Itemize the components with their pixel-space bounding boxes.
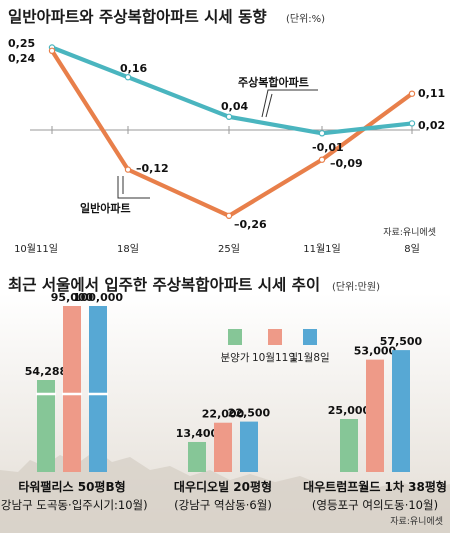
line-chart-source: 자료:유니에셋	[383, 227, 436, 238]
group-name-label: 대우디오빌 20평형	[174, 479, 272, 494]
data-point	[318, 156, 326, 163]
x-tick-label: 11월1일	[303, 243, 341, 255]
bar-value-label: 22,500	[228, 407, 271, 420]
series-name-label: 주상복합아파트	[238, 75, 309, 89]
bar	[188, 441, 206, 472]
data-label: 0,24	[8, 52, 35, 65]
legend-label: 10월11일	[252, 351, 298, 364]
x-tick-label: 18일	[117, 243, 139, 255]
bar-value-label: 100,000	[73, 291, 123, 304]
legend-label: 11월8일	[290, 351, 329, 364]
data-label: –0,12	[136, 162, 169, 175]
data-label: 0,25	[8, 37, 35, 50]
data-point	[408, 120, 416, 127]
data-label: 0,16	[120, 62, 147, 75]
bar-value-label: 95,000	[51, 291, 94, 304]
legend-swatch	[228, 329, 242, 345]
data-point	[318, 130, 326, 137]
line-chart-unit: (단위:%)	[286, 12, 325, 25]
bar	[89, 306, 107, 472]
bar-value-label: 13,400	[176, 427, 219, 440]
legend-label: 분양가	[221, 352, 250, 364]
bar-chart-title: 최근 서울에서 입주한 주상복합아파트 시세 추이	[8, 275, 320, 294]
x-tick-label: 8일	[404, 243, 420, 255]
city-skyline-decoration	[0, 450, 450, 533]
bar	[63, 306, 81, 472]
data-point	[225, 212, 233, 219]
line-chart: 10월11일 18일 25일 11월1일 8일 0,25 0,16 0,04 -0,01 0,02…	[8, 37, 445, 255]
data-label: 0,02	[418, 119, 445, 132]
data-label: 0,11	[418, 87, 445, 100]
group-name-label: 타워팰리스 50평B형	[18, 479, 125, 494]
data-label: –0,09	[330, 157, 363, 170]
bar-value-label: 57,500	[380, 335, 423, 348]
bar-value-label: 22,000	[202, 408, 245, 421]
line-chart-title: 일반아파트와 주상복합아파트 시세 동향	[8, 7, 267, 26]
bar-chart-unit: (단위:만원)	[332, 280, 380, 293]
group-sub-label: (강남구 역삼동·6월)	[174, 498, 272, 512]
bar	[240, 421, 258, 472]
data-point	[124, 73, 132, 81]
data-point	[124, 166, 132, 173]
bar-value-label: 54,288	[25, 365, 67, 378]
legend-swatch	[268, 329, 282, 345]
x-tick-label: 10월11일	[14, 243, 58, 255]
data-label: -0,01	[312, 141, 344, 154]
bar-value-label: 25,000	[328, 404, 371, 417]
callout-line	[265, 93, 273, 118]
data-point	[48, 47, 56, 55]
group-sub-label: (강남구 도곡동·입주시기:10월)	[0, 498, 148, 512]
bar-value-label: 53,000	[354, 345, 397, 358]
legend-swatch	[303, 329, 317, 345]
callout-line	[261, 89, 318, 118]
x-tick-label: 25일	[218, 243, 240, 255]
bar	[366, 359, 384, 472]
series-name-label: 일반아파트	[80, 201, 131, 215]
callout-line	[117, 176, 150, 199]
bar	[214, 422, 232, 472]
data-point	[408, 90, 416, 97]
bar	[392, 350, 410, 472]
group-sub-label: (영등포구 여의도동·10월)	[312, 498, 438, 512]
group-name-label: 대우트럼프월드 1차 38평형	[303, 479, 447, 494]
data-point	[225, 113, 233, 121]
bar	[340, 419, 358, 472]
bar-chart-source: 자료:유니에셋	[390, 516, 443, 527]
data-label: –0,26	[234, 218, 267, 231]
bar	[37, 380, 55, 472]
data-label: 0,04	[221, 100, 248, 113]
